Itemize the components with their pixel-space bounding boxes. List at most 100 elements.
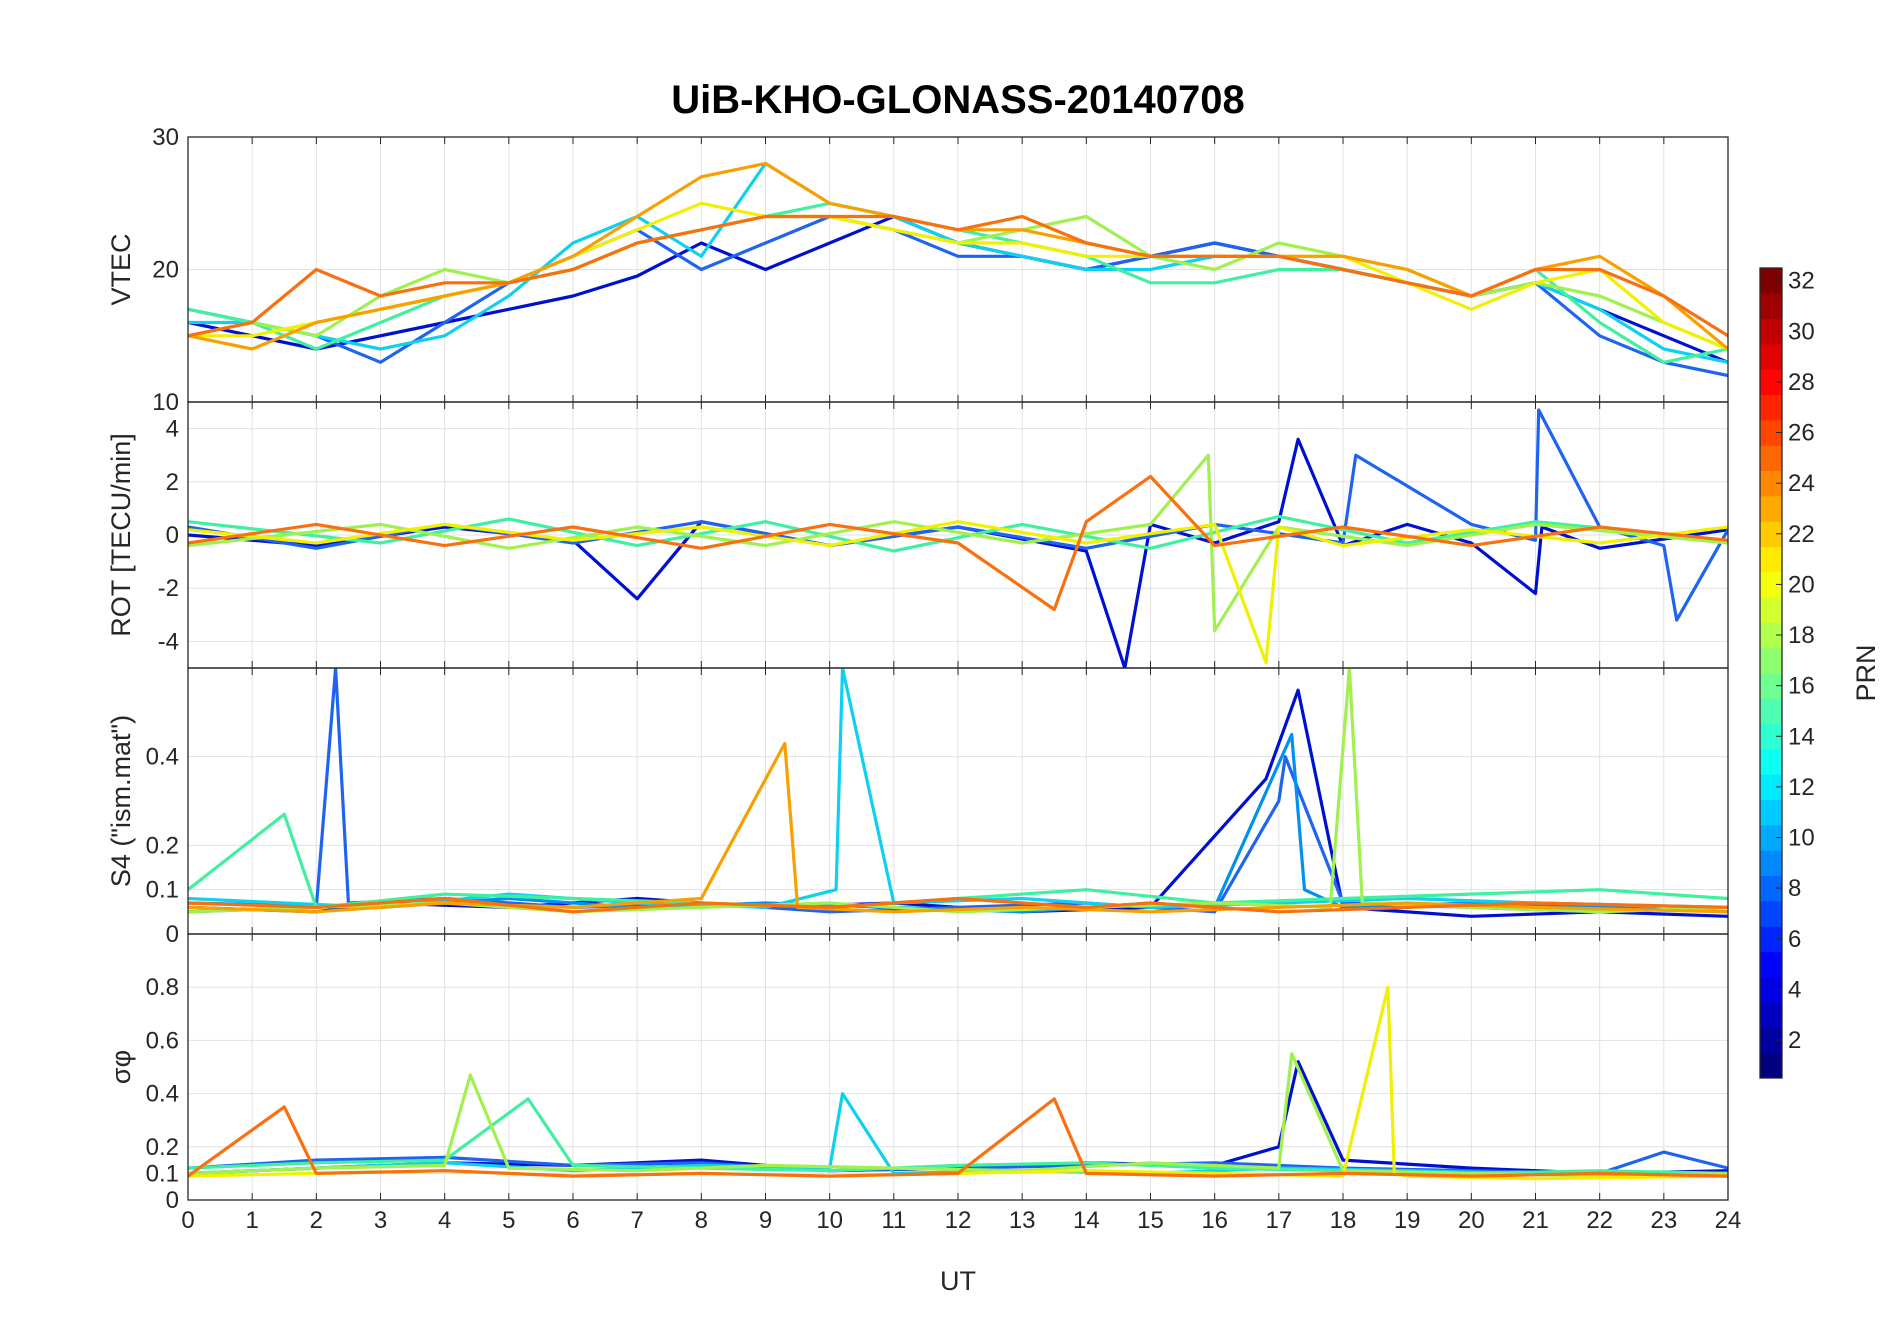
x-tick-label: 11 [881,1207,906,1234]
series-line-prn-24 [188,474,1728,612]
colorbar-tick-label: 32 [1788,268,1815,295]
x-tick-label: 15 [1137,1207,1164,1234]
colorbar-segment [1760,926,1782,952]
colorbar-tick-label: 4 [1788,976,1801,1003]
series-group [188,408,1728,668]
colorbar-tick-label: 16 [1788,673,1815,700]
colorbar-segment [1760,445,1782,471]
colorbar-segment [1760,673,1782,699]
x-tick-label: 3 [374,1207,387,1234]
panel-s4: 0 0.1 0.2 0.4 S4 ("ism.mat") [106,667,1729,948]
x-tick-label: 18 [1330,1207,1357,1234]
x-tick-label: 23 [1650,1207,1677,1234]
series-line-prn-22 [188,741,1728,914]
x-tick-label: 12 [945,1207,972,1234]
y-tick-label: 2 [166,469,179,496]
colorbar-segment [1760,774,1782,801]
x-tick-label: 19 [1394,1207,1421,1234]
y-tick-label: 4 [166,416,179,443]
colorbar-segment [1760,495,1782,522]
y-axis-label-s4: S4 ("ism.mat") [106,715,136,887]
y-tick-label: 0.2 [146,832,179,859]
colorbar-segment [1760,293,1782,320]
colorbar-segment [1760,748,1782,775]
series-line-prn-20 [188,520,1728,665]
y-tick-label: 20 [152,257,179,284]
y-tick-label: -2 [158,575,179,602]
colorbar-segment [1760,470,1782,497]
colorbar-segment [1760,951,1782,978]
x-tick-label: 20 [1458,1207,1485,1234]
colorbar-segment [1760,900,1782,927]
series-line-prn-24 [188,214,1728,338]
colorbar-tick-label: 26 [1788,420,1815,447]
y-tick-label: 0.1 [146,877,179,904]
colorbar-segment [1760,698,1782,725]
x-tick-label: 16 [1201,1207,1228,1234]
y-tick-label: 0 [166,921,179,948]
colorbar-tick-label: 2 [1788,1027,1801,1054]
colorbar-tick-label: 20 [1788,571,1815,598]
colorbar-tick-label: 30 [1788,318,1815,345]
x-tick-label: 0 [181,1207,194,1234]
x-tick-label: 4 [438,1207,451,1234]
colorbar-tick-label: 10 [1788,825,1815,852]
x-tick-label: 9 [759,1207,772,1234]
series-line-prn-24 [188,1097,1728,1178]
colorbar-tick-label: 18 [1788,622,1815,649]
y-tick-label: 0.4 [146,744,179,771]
y-tick-label: 0.8 [146,974,179,1001]
x-tick-label: 14 [1073,1207,1100,1234]
colorbar-segment [1760,369,1782,396]
colorbar-tick-label: 22 [1788,521,1815,548]
panel-vtec: 10 20 30 VTEC [106,124,1729,416]
colorbar-segment [1760,521,1782,547]
x-tick-label: 2 [310,1207,323,1234]
y-tick-label: 0.1 [146,1160,179,1187]
colorbar-segment [1760,976,1782,1003]
colorbar-tick-label: 28 [1788,369,1815,396]
x-tick-label: 10 [816,1207,843,1234]
colorbar-tick-label: 14 [1788,723,1815,750]
series-line-prn-24 [188,896,1728,914]
y-tick-label: 0 [166,1187,179,1214]
colorbar-segment [1760,1002,1782,1028]
series-group [188,668,1728,918]
colorbar-segment [1760,824,1782,851]
colorbar-tick-label: 12 [1788,774,1815,801]
x-tick-label: 21 [1522,1207,1549,1234]
y-tick-label: 0.4 [146,1081,179,1108]
x-tick-label: 13 [1009,1207,1036,1234]
colorbar-segment [1760,394,1782,421]
x-tick-label: 6 [566,1207,579,1234]
y-axis-label-vtec: VTEC [106,233,136,305]
x-tick-label: 7 [630,1207,643,1234]
colorbar-segment [1760,875,1782,902]
panel-rot: -4 -2 0 2 4 ROT [TECU/min] [106,401,1729,669]
colorbar-label: PRN [1851,644,1881,701]
y-tick-label: 0.6 [146,1027,179,1054]
series-group [188,161,1728,378]
colorbar-segment [1760,723,1782,750]
colorbar-segment [1760,1027,1782,1054]
colorbar-segment [1760,799,1782,826]
series-line-prn-17 [188,453,1728,633]
colorbar-segment [1760,1052,1782,1079]
x-tick-label: 8 [695,1207,708,1234]
colorbar-segment [1760,850,1782,876]
y-tick-label: 0.2 [146,1134,179,1161]
x-tick-label: 17 [1265,1207,1292,1234]
x-tick-label: 1 [245,1207,258,1234]
colorbar-tick-label: 24 [1788,470,1815,497]
y-tick-label: -4 [158,628,179,655]
chart-title: UiB-KHO-GLONASS-20140708 [671,78,1245,122]
colorbar-segment [1760,318,1782,345]
colorbar-segment [1760,546,1782,573]
x-axis-label: UT [940,1266,976,1296]
colorbar-segment [1760,419,1782,446]
colorbar-segment [1760,647,1782,674]
x-tick-label: 5 [502,1207,515,1234]
panel-sigma_phi: 00.10.2 0.4 0.6 0.8 σφ [106,933,1729,1214]
